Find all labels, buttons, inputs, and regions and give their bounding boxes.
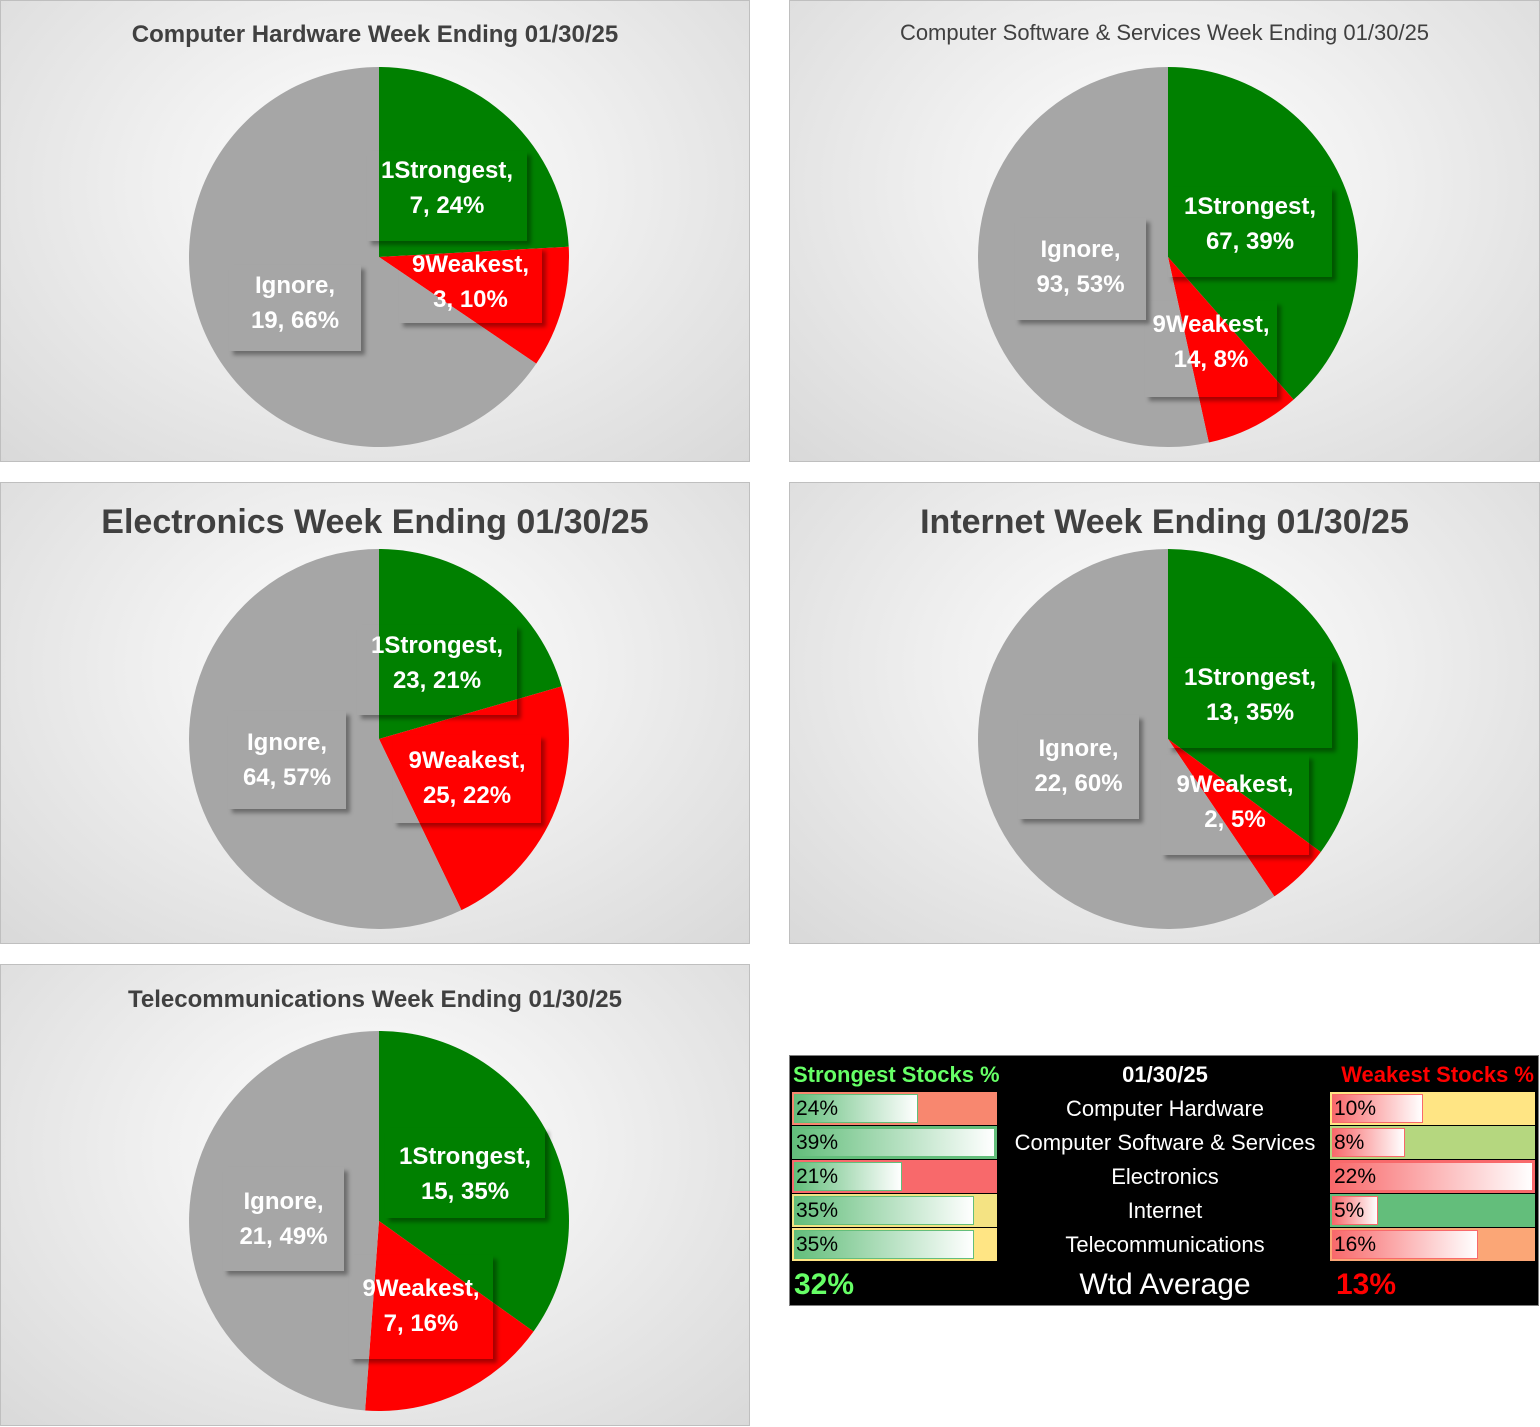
label-9weakest: 9Weakest, 2, 5% bbox=[1161, 755, 1309, 855]
weak-cell: 5% bbox=[1330, 1194, 1535, 1227]
slice-ignore bbox=[189, 67, 537, 447]
strong-value: 21% bbox=[796, 1165, 839, 1188]
label-9weakest: 9Weakest, 7, 16% bbox=[349, 1255, 493, 1359]
label-1strongest: 1Strongest, 67, 39% bbox=[1168, 187, 1332, 277]
weak-value: 8% bbox=[1334, 1131, 1365, 1154]
table-row: 35% Internet 5% bbox=[790, 1194, 1540, 1227]
weak-cell: 8% bbox=[1330, 1126, 1535, 1159]
label-1strongest: 1Strongest, 15, 35% bbox=[385, 1128, 545, 1218]
slice-9weakest bbox=[379, 246, 569, 364]
strong-cell: 24% bbox=[792, 1092, 997, 1125]
weak-average: 13% bbox=[1336, 1268, 1397, 1301]
slice-9weakest bbox=[379, 686, 569, 911]
weak-cell: 16% bbox=[1330, 1228, 1535, 1261]
table-row: 21% Electronics 22% bbox=[790, 1160, 1540, 1193]
pie-svg bbox=[978, 67, 1359, 448]
chart-panel-computer-hardware: Computer Hardware Week Ending 01/30/25 1… bbox=[0, 0, 750, 462]
weak-cell: 22% bbox=[1330, 1160, 1535, 1193]
row-name: Telecommunications bbox=[1065, 1232, 1265, 1257]
label-1strongest: 1Strongest, 23, 21% bbox=[357, 625, 517, 715]
pie-svg bbox=[189, 67, 569, 447]
strong-cell: 35% bbox=[792, 1194, 997, 1227]
weakest-header: Weakest Stocks % bbox=[1341, 1062, 1534, 1087]
strongest-header: Strongest Stocks % bbox=[793, 1062, 1000, 1087]
slice-1strongest bbox=[379, 549, 562, 739]
pie-svg bbox=[978, 549, 1359, 929]
row-name: Computer Software & Services bbox=[1014, 1130, 1316, 1155]
slice-9weakest bbox=[365, 1221, 534, 1411]
slice-1strongest bbox=[1168, 67, 1359, 400]
strong-bar bbox=[794, 1162, 903, 1191]
strong-bar bbox=[794, 1230, 975, 1259]
strong-value: 35% bbox=[796, 1199, 839, 1222]
strong-average: 32% bbox=[794, 1268, 855, 1301]
weak-value: 16% bbox=[1334, 1233, 1377, 1256]
table-date: 01/30/25 bbox=[1122, 1062, 1208, 1087]
strong-bar bbox=[794, 1196, 975, 1225]
chart-title: Telecommunications Week Ending 01/30/25 bbox=[128, 986, 622, 1013]
chart-title: Computer Software & Services Week Ending… bbox=[899, 20, 1430, 45]
strong-cell: 35% bbox=[792, 1228, 997, 1261]
chart-panel-computer-software-services: Computer Software & Services Week Ending… bbox=[789, 0, 1540, 462]
chart-panel-internet: Internet Week Ending 01/30/25 1Strongest… bbox=[789, 482, 1540, 944]
slice-1strongest bbox=[379, 67, 569, 257]
label-ignore: Ignore, 93, 53% bbox=[1015, 218, 1146, 320]
average-label: Wtd Average bbox=[1079, 1268, 1251, 1301]
label-ignore: Ignore, 64, 57% bbox=[228, 711, 346, 809]
pie-svg bbox=[188, 549, 569, 929]
strong-cell: 39% bbox=[792, 1126, 997, 1159]
label-1strongest: 1Strongest, 7, 24% bbox=[367, 151, 527, 241]
weak-bar bbox=[1332, 1196, 1378, 1225]
label-ignore: Ignore, 22, 60% bbox=[1018, 715, 1139, 819]
slice-1strongest bbox=[1168, 549, 1359, 852]
slice-ignore bbox=[978, 67, 1209, 448]
chart-title: Electronics Week Ending 01/30/25 bbox=[101, 503, 649, 541]
chart-panel-electronics: Electronics Week Ending 01/30/25 1Strong… bbox=[0, 482, 750, 944]
weak-bar bbox=[1332, 1094, 1424, 1123]
strong-value: 39% bbox=[796, 1131, 839, 1154]
slice-9weakest bbox=[1168, 257, 1294, 443]
strong-bar bbox=[794, 1094, 918, 1123]
weak-value: 5% bbox=[1334, 1199, 1365, 1222]
weak-bar bbox=[1332, 1230, 1479, 1259]
table-row: 39% Computer Software & Services 8% bbox=[790, 1126, 1540, 1159]
strong-value: 35% bbox=[796, 1233, 839, 1256]
strong-value: 24% bbox=[796, 1097, 839, 1120]
slice-1strongest bbox=[379, 1031, 570, 1332]
weak-bar bbox=[1332, 1128, 1406, 1157]
summary-table: Strongest Stocks % 01/30/25 Weakest Stoc… bbox=[789, 1055, 1539, 1306]
strong-bar bbox=[794, 1128, 995, 1157]
weak-value: 22% bbox=[1334, 1165, 1377, 1188]
slice-ignore bbox=[978, 549, 1275, 929]
slice-ignore bbox=[189, 1031, 379, 1411]
label-1strongest: 1Strongest, 13, 35% bbox=[1168, 658, 1332, 748]
weak-bar bbox=[1332, 1162, 1533, 1191]
chart-title: Internet Week Ending 01/30/25 bbox=[920, 503, 1409, 541]
row-name: Electronics bbox=[1111, 1164, 1219, 1189]
label-ignore: Ignore, 21, 49% bbox=[223, 1167, 344, 1271]
label-9weakest: 9Weakest, 3, 10% bbox=[399, 247, 542, 323]
table-row: 35% Telecommunications 16% bbox=[790, 1228, 1540, 1261]
table-row: 24% Computer Hardware 10% bbox=[790, 1092, 1540, 1125]
row-name: Computer Hardware bbox=[1065, 1096, 1265, 1121]
chart-panel-telecommunications: Telecommunications Week Ending 01/30/25 … bbox=[0, 964, 750, 1426]
weak-cell: 10% bbox=[1330, 1092, 1535, 1125]
label-9weakest: 9Weakest, 25, 22% bbox=[393, 735, 541, 823]
strong-cell: 21% bbox=[792, 1160, 997, 1193]
label-ignore: Ignore, 19, 66% bbox=[229, 265, 361, 351]
chart-title: Computer Hardware Week Ending 01/30/25 bbox=[131, 21, 619, 48]
row-name: Internet bbox=[1127, 1198, 1203, 1223]
pie-svg bbox=[189, 1031, 570, 1411]
slice-ignore bbox=[188, 549, 462, 929]
weak-value: 10% bbox=[1334, 1097, 1377, 1120]
slice-9weakest bbox=[1168, 739, 1321, 897]
label-9weakest: 9Weakest, 14, 8% bbox=[1145, 301, 1277, 397]
